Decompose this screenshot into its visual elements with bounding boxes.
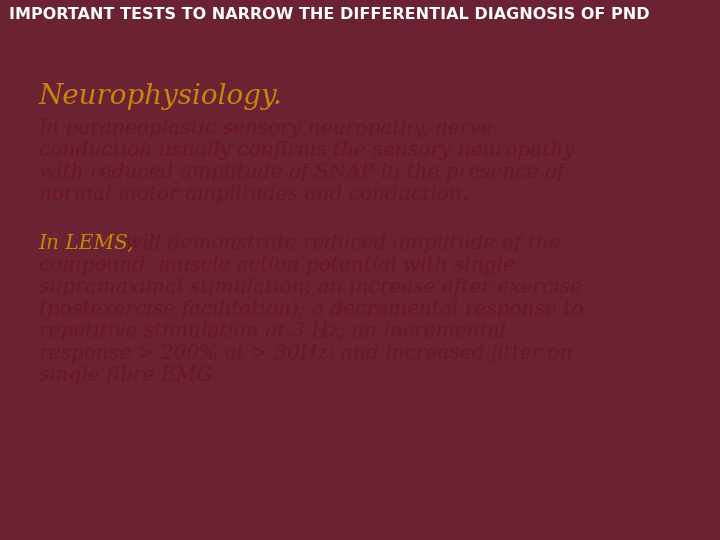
Text: In LEMS,: In LEMS, xyxy=(39,234,134,253)
Text: will demonstrate reduced amplitude of the: will demonstrate reduced amplitude of th… xyxy=(112,234,560,253)
Text: IMPORTANT TESTS TO NARROW THE DIFFERENTIAL DIAGNOSIS OF PND: IMPORTANT TESTS TO NARROW THE DIFFERENTI… xyxy=(9,6,649,22)
Text: compound  muscle action potential with single: compound muscle action potential with si… xyxy=(39,256,515,275)
Text: with reduced amplitude of SNAP in the presence of: with reduced amplitude of SNAP in the pr… xyxy=(39,164,564,183)
Text: repetitive stimulation at 3 Hz; an incremental: repetitive stimulation at 3 Hz; an incre… xyxy=(39,322,505,341)
Text: Neurophysiology.: Neurophysiology. xyxy=(39,83,282,110)
Text: conduction usually confirms the sensory neuropathy: conduction usually confirms the sensory … xyxy=(39,141,574,160)
Text: In paraneoplastic sensory neuropathy, nerve: In paraneoplastic sensory neuropathy, ne… xyxy=(39,119,493,138)
Text: (postexercise facilitation); a decremental response to: (postexercise facilitation); a decrement… xyxy=(39,300,583,320)
Text: single fibre EMG: single fibre EMG xyxy=(39,366,212,385)
Text: response > 200% at > 30Hz; and increased jitter on: response > 200% at > 30Hz; and increased… xyxy=(39,344,572,363)
Text: normal motor amplitudes and conduction.: normal motor amplitudes and conduction. xyxy=(39,185,468,205)
Text: supramaximal stimulation; an increase after exercise: supramaximal stimulation; an increase af… xyxy=(39,278,582,297)
